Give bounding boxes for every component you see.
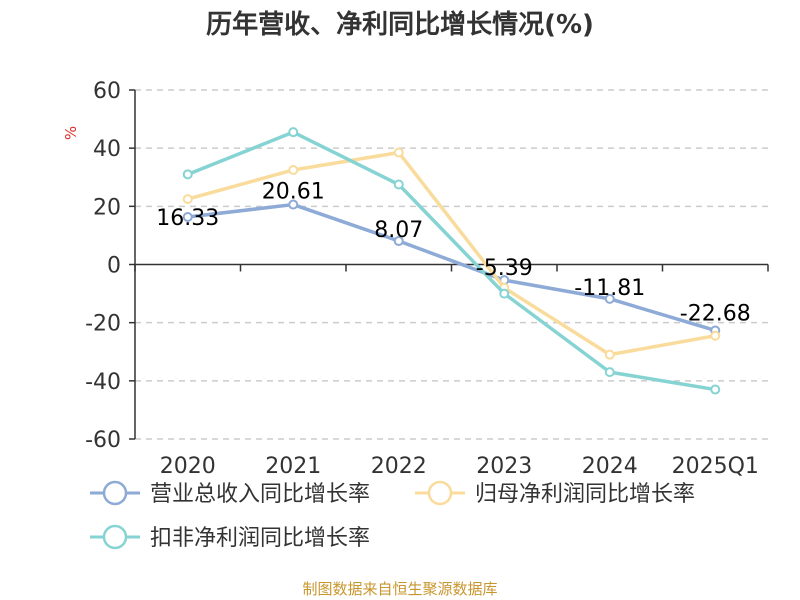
legend-item-2: 归母净利润同比增长率: [415, 480, 695, 507]
y-tick-label: 40: [93, 137, 121, 162]
x-tick-label: 2025Q1: [672, 454, 759, 479]
data-label: -22.68: [680, 301, 751, 326]
legend-item-1: 营业总收入同比增长率: [90, 480, 370, 507]
data-point: [182, 194, 193, 205]
data-label: -5.39: [476, 256, 533, 281]
y-axis-label: %: [62, 126, 80, 140]
data-point: [710, 330, 721, 341]
axes: 60 40 20 0 -20 -40 -60 2020 2021 2022 2023 2024 2025…: [85, 79, 769, 479]
data-point: [604, 367, 615, 378]
data-point: [710, 384, 721, 395]
series-layer: [182, 127, 721, 395]
x-tick-label: 2021: [265, 454, 321, 479]
legend-marker: [427, 480, 453, 506]
legend-label: 归母净利润同比增长率: [475, 482, 695, 507]
series-line-2: [187, 150, 716, 357]
legend-marker: [102, 524, 128, 550]
y-tick-label: 0: [107, 254, 121, 279]
legend-label: 扣非净利润同比增长率: [150, 526, 370, 551]
legend-label: 营业总收入同比增长率: [150, 482, 370, 507]
y-tick-label: 60: [93, 79, 121, 104]
data-label: -11.81: [574, 276, 645, 301]
x-tick-label: 2024: [582, 454, 638, 479]
y-tick-label: 20: [93, 195, 121, 220]
series-line-3: [187, 130, 716, 392]
x-tick-label: 2023: [476, 454, 532, 479]
data-point: [604, 349, 615, 360]
data-point: [288, 164, 299, 175]
data-point: [604, 293, 615, 304]
data-point: [393, 236, 404, 247]
data-labels: 16.33 20.61 8.07 -5.39 -11.81 -22.68: [156, 180, 750, 327]
y-tick-label: -60: [85, 428, 121, 453]
y-tick-label: -20: [85, 312, 121, 337]
source-note: 制图数据来自恒生聚源数据库: [302, 580, 497, 598]
data-point: [393, 147, 404, 158]
data-label: 20.61: [262, 180, 325, 205]
legend-item-3: 扣非净利润同比增长率: [90, 524, 370, 551]
y-tick-label: -40: [85, 370, 121, 395]
data-point: [288, 199, 299, 210]
data-label: 16.33: [156, 206, 219, 231]
data-point: [288, 127, 299, 138]
data-point: [182, 169, 193, 180]
data-point: [393, 179, 404, 190]
x-tick-label: 2022: [371, 454, 427, 479]
chart-title: 历年营收、净利同比增长情况(%): [206, 9, 594, 40]
legend-marker: [102, 480, 128, 506]
x-tick-label: 2020: [160, 454, 216, 479]
data-label: 8.07: [374, 218, 423, 243]
series-line-1: [187, 202, 716, 333]
data-point: [499, 288, 510, 299]
data-point: [182, 212, 193, 223]
